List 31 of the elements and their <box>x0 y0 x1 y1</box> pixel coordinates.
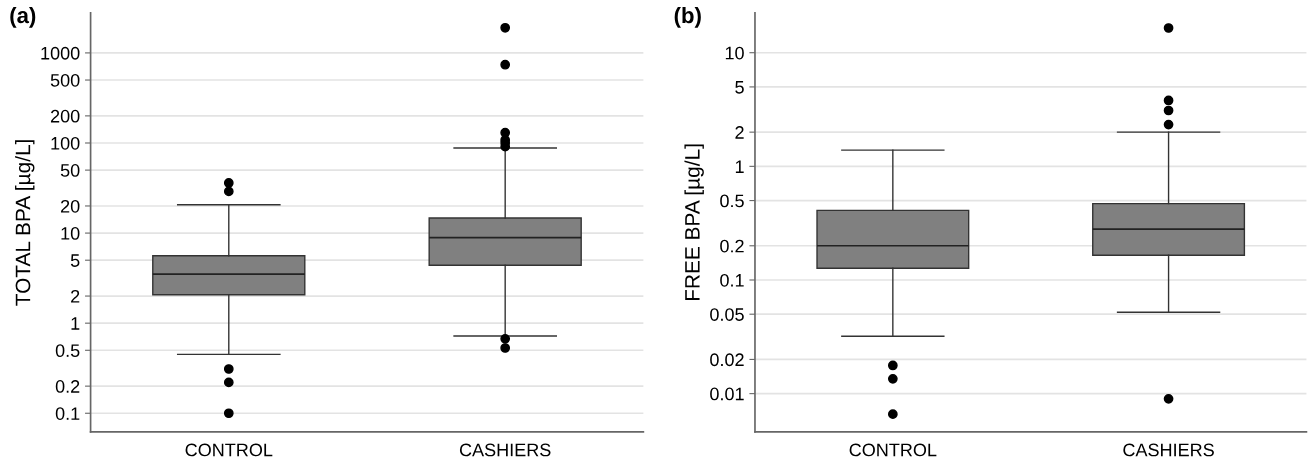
y-tick-label: 20 <box>61 199 80 213</box>
y-tick-label: 5 <box>735 81 744 94</box>
y-tick-label: 0.2 <box>55 380 80 393</box>
y-tick-label: 50 <box>60 164 80 177</box>
y-tick-label: 10 <box>61 227 80 240</box>
y-tick-label: 200 <box>50 109 80 123</box>
y-tick-label: 0.1 <box>720 273 744 287</box>
y-tick-label: 0.01 <box>710 387 744 401</box>
x-tick-label: CASHIERS <box>1123 443 1214 457</box>
y-tick-label: 0.2 <box>720 239 744 253</box>
y-tick-label: 1000 <box>41 46 80 60</box>
y-tick-label: 2 <box>71 289 80 303</box>
y-tick-label: 0.5 <box>720 194 744 208</box>
y-tick-label: 1 <box>735 160 744 173</box>
x-tick-label: CASHIERS <box>459 443 551 457</box>
y-tick-label: 5 <box>70 254 80 267</box>
y-tick-label: 500 <box>50 73 80 87</box>
y-axis-title: TOTAL BPA [µg/L] <box>15 140 35 306</box>
y-tick-label: 100 <box>51 136 80 150</box>
chart-title: (a) <box>10 6 36 28</box>
y-axis-title: FREE BPA [µg/L] <box>684 144 704 301</box>
y-tick-label: 1 <box>71 317 80 330</box>
chart-title: (b) <box>674 6 701 28</box>
y-tick-label: 0.1 <box>55 407 80 420</box>
y-tick-label: 2 <box>735 126 744 139</box>
x-tick-label: CONTROL <box>849 443 937 457</box>
x-tick-label: CONTROL <box>185 443 273 457</box>
y-tick-label: 0.5 <box>55 344 80 358</box>
y-tick-label: 10 <box>725 46 744 60</box>
y-tick-label: 0.02 <box>710 353 744 367</box>
y-tick-label: 0.05 <box>710 308 744 321</box>
